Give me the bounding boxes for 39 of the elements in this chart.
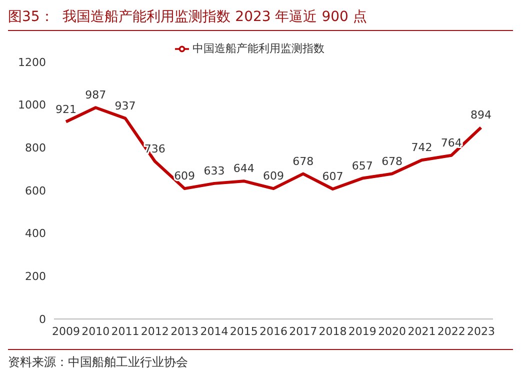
x-tick-label: 2011	[111, 324, 140, 338]
data-label: 607	[322, 170, 344, 183]
text: 资料来源：中国船舶工业行业协会	[8, 349, 513, 371]
y-tick-label: 800	[25, 142, 46, 155]
y-tick-label: 1000	[18, 98, 46, 112]
x-tick-label: 2022	[437, 324, 466, 338]
data-label: 644	[233, 162, 254, 176]
data-label: 633	[204, 164, 225, 178]
x-tick-label: 2014	[200, 324, 228, 338]
x-tick-label: 2015	[230, 324, 258, 338]
chart-title: 图35： 我国造船产能利用监测指数 2023 年逼近 900 点	[8, 8, 513, 31]
x-tick-label: 2010	[82, 324, 110, 338]
x-tick-label: 2023	[467, 324, 495, 338]
data-label: 937	[114, 99, 136, 112]
data-label: 742	[411, 141, 432, 154]
x-tick-label: 2021	[408, 324, 436, 338]
x-tick-label: 2009	[52, 324, 80, 338]
data-label: 678	[382, 154, 403, 168]
x-tick-label: 2017	[289, 324, 318, 338]
x-tick-label: 2020	[378, 324, 406, 338]
data-label: 987	[85, 88, 106, 102]
y-tick-label: 1200	[18, 56, 46, 69]
legend-label: 中国造船产能利用监测指数	[192, 42, 324, 55]
x-tick-label: 2019	[348, 324, 376, 338]
data-label: 764	[440, 136, 462, 150]
data-label: 657	[352, 159, 373, 172]
data-label: 921	[56, 102, 76, 116]
data-label: 678	[292, 154, 314, 168]
y-tick-label: 0	[39, 312, 46, 326]
x-tick-label: 2016	[260, 324, 288, 338]
data-label: 609	[174, 170, 196, 183]
y-tick-label: 200	[25, 270, 46, 284]
y-tick-label: 400	[25, 227, 46, 240]
x-tick-label: 2018	[318, 324, 347, 338]
y-tick-label: 600	[25, 184, 46, 198]
data-label: 894	[470, 108, 492, 122]
x-tick-label: 2012	[140, 324, 169, 338]
x-tick-label: 2013	[170, 324, 199, 338]
data-label: 609	[263, 170, 284, 183]
